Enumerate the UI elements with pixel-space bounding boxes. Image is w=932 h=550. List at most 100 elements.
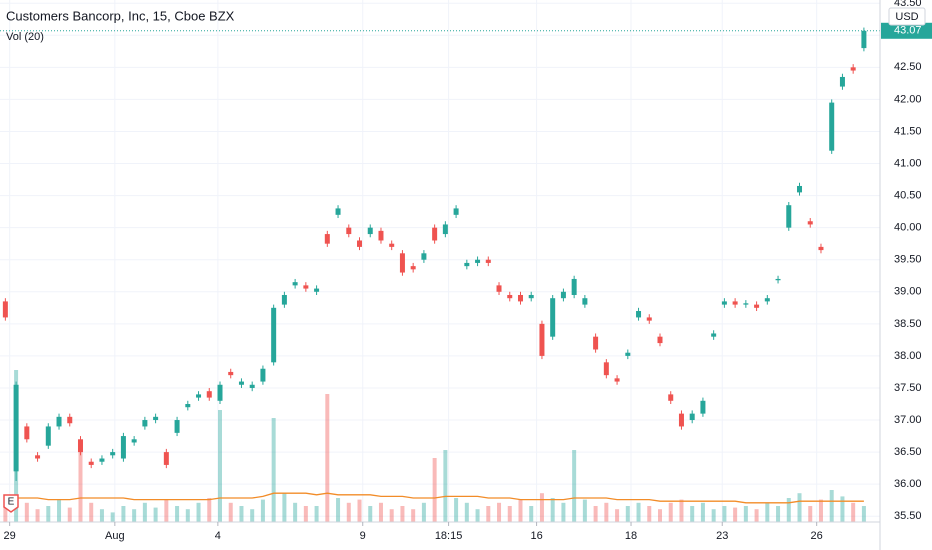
volume-bar	[303, 506, 308, 522]
volume-ma-line	[5, 492, 864, 504]
candle-body	[174, 420, 180, 433]
price-axis-bg	[880, 0, 932, 550]
candle-body	[238, 381, 244, 385]
candle-body	[271, 307, 277, 363]
volume-bar	[861, 506, 866, 522]
earnings-marker: E	[8, 497, 15, 508]
candle-body	[582, 298, 588, 305]
volume-bar	[754, 509, 759, 522]
candle-body	[603, 362, 609, 376]
volume-bar	[647, 506, 652, 522]
x-tick-label: 23	[716, 530, 728, 542]
candle-body	[657, 336, 663, 344]
x-tick-label: 9	[360, 530, 366, 542]
candle-body	[110, 452, 116, 456]
volume-bar	[293, 502, 298, 522]
volume-bar	[400, 506, 405, 522]
x-tick-label: 18	[625, 530, 637, 542]
candle-body	[517, 294, 523, 302]
volume-bar	[818, 499, 823, 522]
y-tick-label: 36.00	[894, 478, 922, 490]
chart-title: Customers Bancorp, Inc, 15, Cboe BZX	[6, 8, 235, 23]
candle-body	[206, 391, 212, 398]
candle-body	[142, 420, 148, 427]
volume-bar	[464, 502, 469, 522]
candle-body	[614, 378, 620, 382]
volume-bar	[314, 506, 319, 522]
volume-bar	[829, 490, 834, 522]
volume-bar	[550, 498, 555, 522]
candle-body	[775, 278, 781, 281]
y-tick-label: 40.00	[894, 222, 922, 234]
candle-body	[399, 253, 405, 273]
volume-bar	[572, 450, 577, 522]
candle-body	[732, 301, 738, 305]
candle-body	[754, 304, 760, 308]
volume-bar	[733, 507, 738, 522]
candle-body	[786, 205, 792, 228]
volume-bar	[561, 502, 566, 522]
volume-bar	[389, 509, 394, 522]
volume-bar	[776, 506, 781, 522]
candle-body	[829, 102, 835, 151]
volume-bar	[497, 502, 502, 522]
candle-body	[528, 294, 534, 299]
candle-body	[13, 384, 19, 472]
volume-bar	[89, 502, 94, 522]
grid	[0, 0, 880, 522]
candle-body	[260, 368, 266, 382]
candle-body	[711, 333, 717, 337]
volume-bar	[421, 502, 426, 522]
volume-bar	[228, 502, 233, 522]
currency-box[interactable]	[888, 7, 926, 26]
last-price-label: 43.07	[894, 25, 922, 37]
y-tick-label: 41.50	[894, 125, 922, 137]
volume-bar	[78, 442, 83, 522]
volume-bar	[24, 502, 29, 522]
candle-body	[539, 323, 545, 356]
x-tick-label: 16	[530, 530, 542, 542]
volume-bar	[368, 506, 373, 522]
candle-body	[485, 259, 491, 263]
candle-body	[432, 227, 438, 241]
volume-bar	[507, 506, 512, 522]
volume-bar	[625, 506, 630, 522]
candle-body	[120, 436, 126, 459]
candle-body	[77, 439, 83, 453]
volume-bar	[711, 509, 716, 522]
volume-bar	[582, 499, 587, 522]
candle-body	[99, 458, 105, 462]
volume-pane	[3, 370, 866, 522]
volume-bar	[67, 507, 72, 522]
candle-body	[185, 404, 191, 408]
volume-bar	[604, 502, 609, 522]
candle-body	[314, 288, 320, 292]
candle-body	[35, 455, 41, 459]
volume-bar	[110, 512, 115, 522]
x-tick-label: 4	[215, 530, 221, 542]
candle-body	[453, 208, 459, 215]
volume-bar	[797, 493, 802, 522]
candle-body	[678, 413, 684, 427]
candle-body	[2, 301, 8, 318]
volume-bar	[271, 418, 276, 522]
candle-body	[560, 291, 566, 299]
x-tick-label: 18:15	[435, 530, 463, 542]
candle-body	[818, 246, 824, 251]
y-tick-label: 40.50	[894, 189, 922, 201]
volume-bar	[454, 498, 459, 522]
earnings-icon[interactable]	[3, 494, 19, 513]
candle-body	[464, 262, 470, 267]
volume-bar	[239, 506, 244, 522]
volume-bar	[690, 506, 695, 522]
volume-bar	[679, 499, 684, 522]
candle-body	[292, 282, 298, 286]
volume-bar	[57, 499, 62, 522]
volume-bar	[175, 506, 180, 522]
candle-body	[56, 416, 62, 427]
candle-body	[228, 371, 234, 376]
candle-body	[550, 298, 556, 337]
candle-body	[850, 67, 856, 71]
candle-body	[593, 336, 599, 350]
